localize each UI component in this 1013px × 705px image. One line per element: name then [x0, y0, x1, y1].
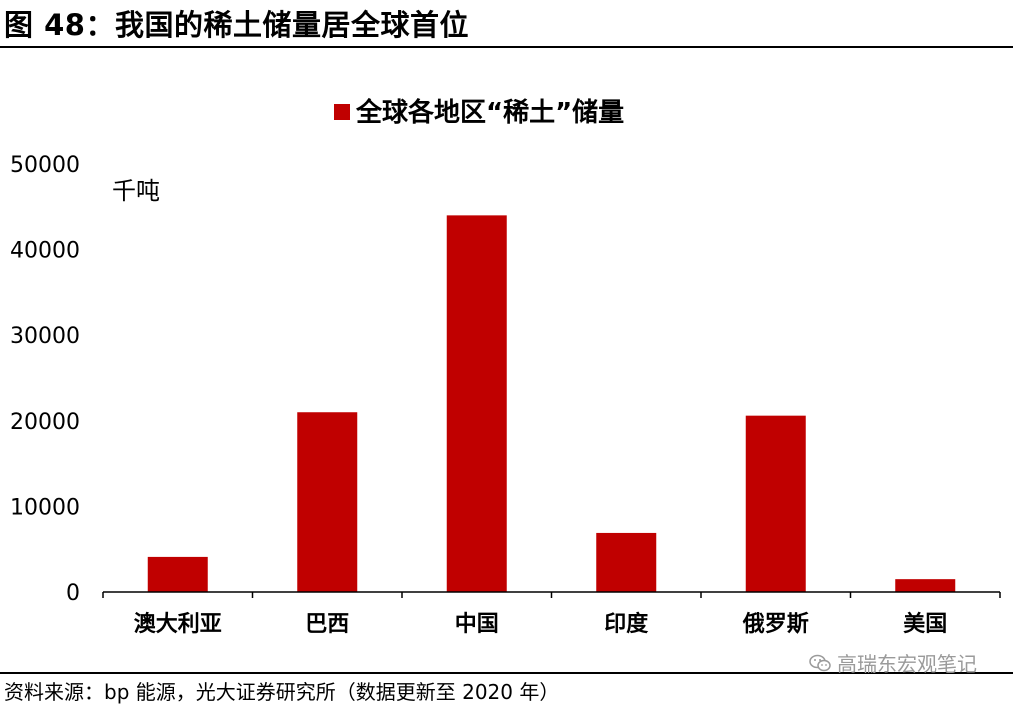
x-axis: 澳大利亚 巴西 中国 印度 俄罗斯 美国	[102, 592, 1001, 637]
y-tick-label: 20000	[10, 410, 80, 435]
legend-label: 全球各地区“稀土”储量	[355, 97, 624, 128]
bar	[596, 532, 657, 592]
x-tick-label: 美国	[903, 611, 947, 637]
bar	[297, 412, 358, 592]
bar	[147, 556, 208, 592]
bar	[895, 579, 956, 592]
y-tick-label: 0	[66, 581, 80, 606]
bar-chart: 全球各地区“稀土”储量 千吨 0 10000 20000 30000 40000 5000…	[10, 97, 1001, 637]
bar	[745, 415, 806, 592]
bar	[446, 215, 507, 593]
legend: 全球各地区“稀土”储量	[334, 97, 624, 128]
watermark: 高瑞东宏观笔记	[809, 648, 977, 677]
y-tick-label: 10000	[10, 495, 80, 520]
wechat-icon	[809, 654, 831, 671]
source-note: 资料来源：bp 能源，光大证券研究所（数据更新至 2020 年）	[4, 680, 560, 704]
y-tick-label: 30000	[10, 324, 80, 349]
bars	[147, 215, 956, 593]
y-tick-label: 40000	[10, 239, 80, 264]
legend-swatch	[334, 104, 350, 120]
y-axis: 0 10000 20000 30000 40000 50000	[10, 153, 80, 606]
watermark-text: 高瑞东宏观笔记	[837, 652, 977, 676]
title-divider	[0, 46, 1013, 48]
x-tick-label: 印度	[604, 611, 649, 637]
unit-label: 千吨	[112, 177, 160, 205]
footer-divider	[0, 672, 1013, 674]
x-tick-label: 巴西	[305, 612, 349, 637]
x-tick-label: 中国	[455, 612, 499, 637]
x-tick-label: 澳大利亚	[134, 611, 222, 637]
x-tick-label: 俄罗斯	[742, 611, 809, 637]
figure-title: 图 48：我国的稀土储量居全球首位	[4, 8, 469, 42]
y-tick-label: 50000	[10, 153, 80, 178]
